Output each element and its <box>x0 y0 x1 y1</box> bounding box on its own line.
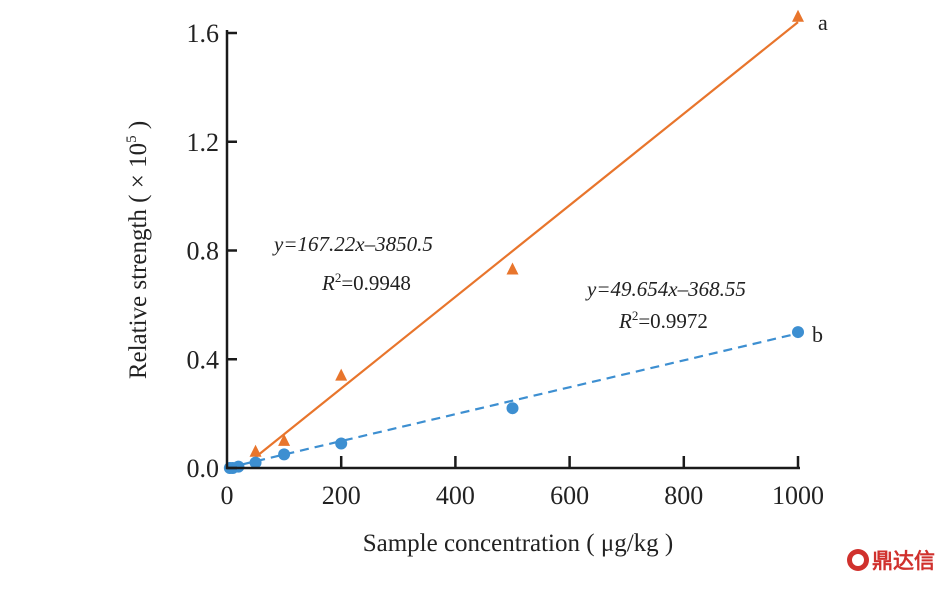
x-tick-label: 0 <box>221 481 234 510</box>
fit-lines <box>226 21 799 470</box>
r2-b-sup: 2 <box>632 308 639 323</box>
data-points <box>223 9 804 474</box>
y-ticks: 0.0 0.4 0.8 1.2 1.6 <box>187 19 237 483</box>
y-axis-title-main: Relative strength ( × 10 <box>125 143 152 379</box>
y-axis-title-end: ) <box>125 121 152 136</box>
x-tick-label: 400 <box>436 481 475 510</box>
fit-line-a <box>254 21 799 458</box>
r2-a-value: =0.9948 <box>341 271 411 295</box>
x-ticks: 0 200 400 600 800 1000 <box>221 456 824 510</box>
equation-b: y=49.654x–368.55 <box>585 277 746 301</box>
r2-b: R2=0.9972 <box>618 308 708 333</box>
series-label-a: a <box>818 10 828 35</box>
point-b <box>278 448 291 461</box>
point-a <box>335 368 348 381</box>
x-tick-label: 800 <box>664 481 703 510</box>
fit-line-b <box>226 332 799 470</box>
x-tick-label: 1000 <box>772 481 824 510</box>
series-label-b: b <box>812 322 823 347</box>
r2-a-sup: 2 <box>335 270 342 285</box>
y-tick-label: 1.2 <box>187 128 220 157</box>
r2-a-symbol: R <box>321 271 335 295</box>
watermark-logo-icon <box>847 549 869 571</box>
point-a <box>506 262 519 275</box>
point-b <box>249 456 262 469</box>
point-b <box>506 402 519 415</box>
r2-b-value: =0.9972 <box>638 309 708 333</box>
watermark-text: 鼎达信 <box>872 549 935 573</box>
equation-a: y=167.22x–3850.5 <box>272 232 433 256</box>
x-tick-label: 600 <box>550 481 589 510</box>
y-tick-label: 0.0 <box>187 454 220 483</box>
point-a <box>278 433 291 446</box>
x-tick-label: 200 <box>322 481 361 510</box>
y-axis-title: Relative strength ( × 105 ) <box>124 121 152 379</box>
x-axis-title: Sample concentration ( μg/kg ) <box>363 530 674 557</box>
y-tick-label: 1.6 <box>187 19 220 48</box>
point-a <box>792 9 804 22</box>
watermark: 鼎达信 <box>847 545 935 575</box>
r2-a: R2=0.9948 <box>321 270 411 295</box>
r2-b-symbol: R <box>618 309 632 333</box>
y-axis-title-sup: 5 <box>124 135 140 143</box>
point-b <box>335 437 348 450</box>
point-a <box>249 444 262 457</box>
point-b <box>792 326 804 339</box>
y-tick-label: 0.4 <box>187 345 220 374</box>
point-b <box>232 460 245 473</box>
y-tick-label: 0.8 <box>187 237 220 266</box>
